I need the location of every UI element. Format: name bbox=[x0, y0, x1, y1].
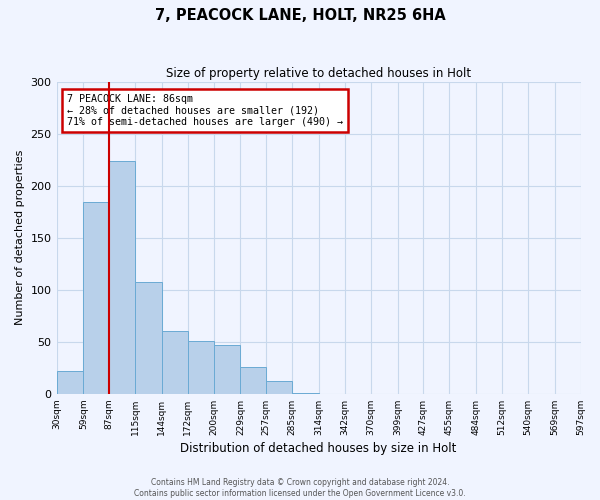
X-axis label: Distribution of detached houses by size in Holt: Distribution of detached houses by size … bbox=[181, 442, 457, 455]
Text: 7, PEACOCK LANE, HOLT, NR25 6HA: 7, PEACOCK LANE, HOLT, NR25 6HA bbox=[155, 8, 445, 22]
Bar bbox=[56, 371, 83, 394]
Y-axis label: Number of detached properties: Number of detached properties bbox=[15, 150, 25, 326]
Bar bbox=[581, 392, 600, 394]
Bar bbox=[83, 202, 109, 394]
Text: Contains HM Land Registry data © Crown copyright and database right 2024.
Contai: Contains HM Land Registry data © Crown c… bbox=[134, 478, 466, 498]
Bar bbox=[292, 393, 319, 394]
Bar bbox=[214, 345, 241, 394]
Bar bbox=[266, 382, 292, 394]
Bar bbox=[135, 282, 162, 394]
Title: Size of property relative to detached houses in Holt: Size of property relative to detached ho… bbox=[166, 68, 471, 80]
Bar bbox=[188, 341, 214, 394]
Bar bbox=[241, 367, 266, 394]
Bar bbox=[109, 160, 135, 394]
Bar bbox=[162, 332, 188, 394]
Text: 7 PEACOCK LANE: 86sqm
← 28% of detached houses are smaller (192)
71% of semi-det: 7 PEACOCK LANE: 86sqm ← 28% of detached … bbox=[67, 94, 343, 128]
